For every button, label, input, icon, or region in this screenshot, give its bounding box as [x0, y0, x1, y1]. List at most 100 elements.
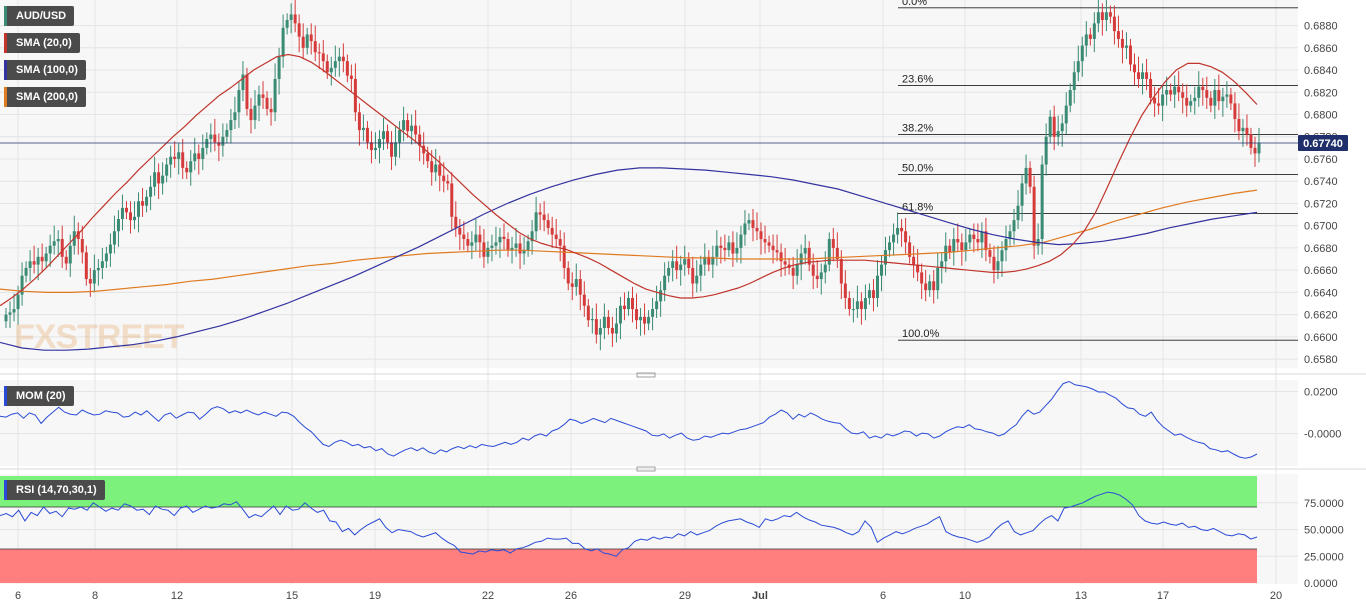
- sma20-line: [0, 53, 1258, 307]
- candle-body: [1092, 23, 1096, 39]
- x-tick-label: Jul: [752, 590, 768, 602]
- candle-body: [458, 227, 462, 235]
- legend-sma100[interactable]: SMA (100,0): [4, 60, 86, 80]
- candle-body: [68, 245, 72, 264]
- candle-body: [273, 78, 277, 113]
- price-y-tick: 0.6580: [1304, 354, 1338, 366]
- candle-body: [719, 245, 723, 248]
- legend-symbol[interactable]: AUD/USD: [4, 6, 75, 26]
- candle-body: [257, 94, 261, 106]
- candle-body: [542, 214, 546, 221]
- candle-body: [8, 312, 12, 315]
- candle-body: [177, 152, 181, 159]
- resize-handle-2[interactable]: [636, 466, 656, 472]
- candle-body: [920, 272, 924, 284]
- candle-body: [1028, 167, 1032, 187]
- candle-body: [968, 234, 972, 243]
- candle-body: [1008, 231, 1012, 240]
- candle-body: [450, 183, 454, 217]
- candle-body: [173, 156, 177, 159]
- candle-body: [446, 181, 450, 184]
- candle-body: [1161, 94, 1165, 106]
- candle-body: [281, 27, 285, 57]
- legend-rsi[interactable]: RSI (14,70,30,1): [4, 480, 105, 500]
- candle-body: [1068, 90, 1072, 106]
- candle-body: [783, 261, 787, 265]
- legend-sma100-label: SMA (100,0): [16, 64, 78, 76]
- candle-body: [1040, 164, 1044, 240]
- mom-panel-bg: [0, 380, 1298, 466]
- candle-body: [28, 261, 32, 268]
- legend-sma20[interactable]: SMA (20,0): [4, 33, 80, 53]
- candle-body: [96, 267, 100, 271]
- price-y-tick: 0.6720: [1304, 198, 1338, 210]
- candle-body: [157, 172, 161, 184]
- candle-body: [1060, 123, 1064, 132]
- x-tick-label: 13: [1075, 590, 1087, 602]
- candle-body: [293, 14, 297, 24]
- legend-sma200[interactable]: SMA (200,0): [4, 87, 86, 107]
- candle-body: [1032, 186, 1036, 246]
- legend-symbol-swatch: [4, 6, 7, 26]
- candle-body: [803, 247, 807, 254]
- candle-body: [373, 147, 377, 151]
- price-y-tick: 0.6740: [1304, 176, 1338, 188]
- candle-body: [365, 127, 369, 143]
- candle-body: [936, 267, 940, 291]
- candle-body: [382, 131, 386, 139]
- x-tick-label: 6: [15, 590, 21, 602]
- price-y-tick: 0.6680: [1304, 243, 1338, 255]
- sma200-line: [0, 189, 1258, 293]
- candle-body: [779, 252, 783, 262]
- candle-body: [546, 220, 550, 228]
- rsi-y-tick: 50.0000: [1304, 525, 1344, 537]
- candle-body: [120, 207, 124, 220]
- candle-body: [614, 323, 618, 334]
- candle-body: [743, 223, 747, 235]
- candle-body: [217, 142, 221, 146]
- candle-body: [321, 53, 325, 62]
- candle-body: [1229, 94, 1233, 104]
- fibonacci-levels: 0.0% 23.6% 38.2% 50.0% 61.8% 100.0%: [898, 0, 1298, 341]
- candle-body: [586, 305, 590, 321]
- candle-body: [538, 212, 542, 215]
- fib-level-label: 100.0%: [902, 328, 940, 340]
- legend-sma20-label: SMA (20,0): [16, 37, 72, 49]
- candle-body: [827, 239, 831, 265]
- candle-body: [40, 256, 44, 262]
- candle-body: [984, 231, 988, 251]
- candle-body: [1197, 86, 1201, 98]
- candle-body: [948, 245, 952, 253]
- candle-body: [181, 152, 185, 168]
- resize-handle-1[interactable]: [636, 372, 656, 378]
- candle-body: [402, 120, 406, 131]
- candle-body: [165, 164, 169, 176]
- candle-body: [875, 275, 879, 298]
- legend-mom[interactable]: MOM (20): [4, 386, 74, 406]
- candle-body: [88, 279, 92, 284]
- candle-body: [12, 309, 16, 313]
- price-y-tick: 0.6860: [1304, 43, 1338, 55]
- candle-body: [309, 34, 313, 42]
- candle-body: [602, 316, 606, 328]
- legend-rsi-swatch: [4, 480, 7, 500]
- candle-body: [908, 242, 912, 257]
- moving-averages: [0, 53, 1258, 351]
- candle-body: [128, 212, 132, 221]
- candle-body: [16, 294, 20, 310]
- candle-body: [209, 134, 213, 139]
- price-y-tick: 0.6700: [1304, 221, 1338, 233]
- candle-body: [52, 241, 56, 246]
- candle-body: [735, 247, 739, 254]
- candle-body: [237, 90, 241, 113]
- rsi-y-tick: 25.0000: [1304, 551, 1344, 563]
- candle-body: [233, 112, 237, 121]
- candle-body: [100, 261, 104, 268]
- candle-body: [1177, 86, 1181, 93]
- rsi-y-tick: 0.0000: [1304, 578, 1338, 590]
- candle-body: [301, 36, 305, 48]
- candle-body: [960, 242, 964, 251]
- candle-body: [349, 75, 353, 79]
- candle-body: [76, 231, 80, 240]
- candle-body: [598, 327, 602, 335]
